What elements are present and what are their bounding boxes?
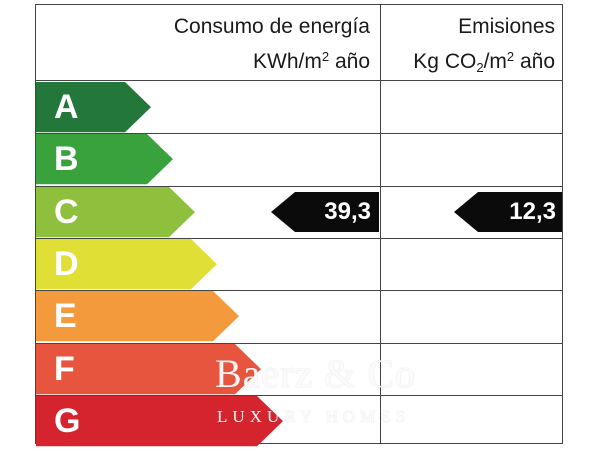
rating-arrow-shape <box>36 134 173 185</box>
rating-arrow-shape <box>36 186 195 237</box>
rating-arrow-fill <box>36 186 195 237</box>
row-divider <box>35 290 563 292</box>
rating-arrow-shape <box>36 395 283 447</box>
rating-arrow-shape <box>36 291 239 342</box>
header-divider <box>35 80 563 81</box>
rating-letter-b: B <box>54 140 80 179</box>
energy-value: 39,3 <box>324 198 371 225</box>
rating-letter-e: E <box>54 297 78 336</box>
rating-arrow-b <box>36 134 173 185</box>
row-divider <box>35 237 563 239</box>
emissions-value: 12,3 <box>509 198 556 225</box>
rating-letter-a: A <box>54 88 80 126</box>
rating-arrow-fill <box>36 343 261 394</box>
rating-arrow-fill <box>36 291 239 342</box>
rating-arrow-shape <box>36 343 261 394</box>
rating-letter-g: G <box>54 401 82 440</box>
rating-letter-d: D <box>54 244 80 283</box>
emissions-header: Emisiones Kg CO2/m2 año <box>413 12 555 83</box>
emissions-value-marker: 12,3 <box>454 192 562 237</box>
rating-arrow-shape <box>36 238 217 290</box>
row-divider <box>35 342 563 344</box>
rating-letter-f: F <box>54 349 76 388</box>
rating-arrow-c <box>36 186 195 238</box>
row-divider <box>35 394 563 396</box>
energy-consumption-header: Consumo de energía KWh/m2 año <box>174 12 370 77</box>
rating-arrow-f <box>36 343 261 395</box>
watermark-by: by <box>243 322 260 341</box>
watermark-tagline: LUXURY HOMES <box>217 407 411 426</box>
emissions-unit: Kg CO2/m2 año <box>413 49 555 75</box>
column-divider <box>380 4 381 444</box>
rating-arrow-a <box>36 82 151 133</box>
rating-arrow-shape <box>36 82 151 133</box>
rating-arrow-fill <box>36 238 217 290</box>
row-divider <box>35 133 563 135</box>
rating-arrow-fill <box>36 134 173 185</box>
row-divider <box>35 185 563 187</box>
rating-arrow-fill <box>36 395 283 447</box>
rating-arrow-fill <box>36 82 151 133</box>
energy-unit: KWh/m2 año <box>253 49 370 73</box>
rating-arrow-g <box>36 395 283 447</box>
energy-certificate-table <box>35 4 563 444</box>
energy-title: Consumo de energía <box>173 15 370 38</box>
rating-arrow-e <box>36 291 239 342</box>
rating-arrow-d <box>36 238 217 290</box>
rating-letter-c: C <box>54 192 80 231</box>
energy-value-marker: 39,3 <box>271 192 379 237</box>
emissions-title: Emisiones <box>458 15 555 38</box>
watermark-brand: Baerz & Co <box>215 351 417 396</box>
